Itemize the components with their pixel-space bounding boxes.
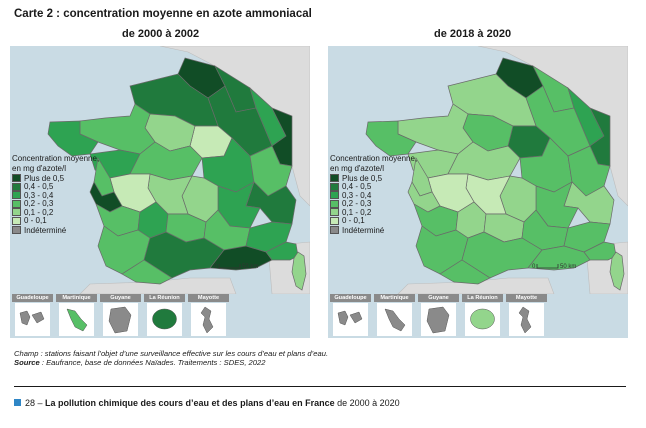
footer-title: La pollution chimique des cours d’eau et… [45, 398, 335, 408]
legend-2018: Concentration moyenne, en mg d'azote/l P… [330, 154, 417, 235]
note-champ: Champ : stations faisant l’objet d’une s… [14, 349, 329, 358]
overseas-mayotte: Mayotte [506, 294, 547, 338]
corsica-2000 [291, 251, 307, 291]
legend-title-line1: Concentration moyenne, [330, 154, 418, 163]
overseas-la-reunion: La Réunion [462, 294, 503, 338]
footer-page: 28 – [25, 398, 46, 408]
legend-2000: Concentration moyenne, en mg d'azote/l P… [12, 154, 99, 235]
note-source: Source : Eaufrance, base de données Naïa… [14, 358, 265, 367]
overseas-guyane: Guyane [418, 294, 459, 338]
note-source-text: : Eaufrance, base de données Naïades. Tr… [39, 358, 266, 367]
legend-title-line1: Concentration moyenne, [12, 154, 100, 163]
map-2018-2020: Concentration moyenne, en mg d'azote/l P… [328, 46, 628, 294]
map-2000-2002-svg [47, 46, 310, 294]
overseas-mayotte: Mayotte [188, 294, 229, 338]
legend-item: Indéterminé [330, 226, 417, 235]
legend-item: 0 - 0,1 [12, 216, 99, 225]
map-2000-2002: Concentration moyenne, en mg d'azote/l P… [10, 46, 310, 294]
period-title-2018-2020: de 2018 à 2020 [434, 28, 512, 40]
legend-item: Plus de 0,5 [330, 174, 417, 183]
overseas-guyane: Guyane [100, 294, 141, 338]
legend-item: 0 - 0,1 [330, 216, 417, 225]
legend-item: 0,2 - 0,3 [330, 199, 417, 208]
map-2018-2020-svg [365, 46, 628, 294]
period-title-2000-2002: de 2000 à 2002 [122, 28, 200, 40]
legend-title-line2: en mg d'azote/l [330, 164, 385, 173]
legend-item: 0,1 - 0,2 [12, 208, 99, 217]
legend-item: 0,4 - 0,5 [330, 182, 417, 191]
overseas-martinique: Martinique [374, 294, 415, 338]
legend-item: 0,3 - 0,4 [330, 191, 417, 200]
legend-item: 0,2 - 0,3 [12, 199, 99, 208]
note-source-label: Source [14, 358, 40, 367]
legend-item: 0,3 - 0,4 [12, 191, 99, 200]
legend-item: 0,1 - 0,2 [330, 208, 417, 217]
overseas-guadeloupe: Guadeloupe [12, 294, 53, 338]
overseas-strip-2000: Guadeloupe Martinique Guyane La Réunion … [10, 294, 310, 338]
legend-item: 0,4 - 0,5 [12, 182, 99, 191]
map-title: Carte 2 : concentration moyenne en azote… [14, 8, 312, 20]
page-footer: 28 – La pollution chimique des cours d’e… [14, 398, 400, 408]
overseas-strip-2018: Guadeloupe Martinique Guyane La Réunion … [328, 294, 628, 338]
corsica-2018 [609, 251, 625, 291]
footer-square-icon [14, 399, 21, 406]
footer-title-rest: de 2000 à 2020 [334, 398, 400, 408]
legend-item: Indéterminé [12, 226, 99, 235]
overseas-guadeloupe: Guadeloupe [330, 294, 371, 338]
legend-item: Plus de 0,5 [12, 174, 99, 183]
overseas-martinique: Martinique [56, 294, 97, 338]
legend-title-line2: en mg d'azote/l [12, 164, 67, 173]
footer-divider [14, 386, 626, 387]
overseas-la-reunion: La Réunion [144, 294, 185, 338]
